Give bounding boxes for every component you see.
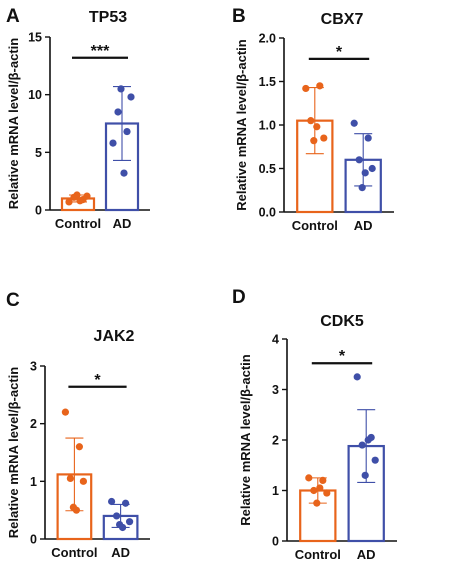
data-point-ad <box>361 169 369 177</box>
significance-label: * <box>94 372 101 389</box>
data-point-control <box>61 408 69 416</box>
y-tick-label: 0 <box>272 535 279 549</box>
y-tick-label: 3 <box>272 383 279 397</box>
data-point-ad <box>358 184 366 192</box>
y-tick-label: 4 <box>272 333 279 347</box>
data-point-ad <box>355 156 363 164</box>
y-axis-label: Relative mRNA level/β-actin <box>238 354 253 526</box>
panel-d: D CDK5 Relative mRNA level/β-actin 0 1 2 3 4 Con… <box>232 287 397 562</box>
data-point-ad <box>368 164 376 173</box>
x-tick-label: AD <box>357 547 376 562</box>
significance-label: * <box>336 44 343 61</box>
y-tick-label: 2.0 <box>259 32 276 46</box>
data-point-control <box>75 443 83 451</box>
data-point-control <box>302 84 310 93</box>
y-axis-label: Relative mRNA level/β-actin <box>234 39 249 211</box>
panel-a: A TP53 Relative mRNA level/β-actin 0 5 10 15 Co… <box>6 6 150 231</box>
data-point-ad <box>127 93 135 101</box>
y-tick-label: 3 <box>30 360 37 374</box>
y-tick-label: 10 <box>28 88 42 102</box>
data-point-ad <box>109 139 117 147</box>
data-point-ad <box>364 436 372 444</box>
y-tick-label: 0 <box>30 533 37 547</box>
data-point-control <box>76 197 84 205</box>
data-point-control <box>305 474 313 482</box>
x-tick-label: Control <box>51 545 97 560</box>
panel-letter: A <box>6 6 20 27</box>
y-tick-label: 1.0 <box>259 119 276 133</box>
data-point-ad <box>364 134 372 142</box>
data-point-control <box>72 506 80 514</box>
data-point-control <box>73 191 81 199</box>
data-point-ad <box>361 471 369 479</box>
data-point-ad <box>358 441 366 449</box>
significance-label: *** <box>91 43 110 60</box>
y-tick-label: 2 <box>272 434 279 448</box>
data-point-control <box>320 134 328 142</box>
x-tick-label: Control <box>292 218 338 233</box>
y-tick-label: 0 <box>35 204 42 218</box>
y-tick-label: 1 <box>272 484 279 498</box>
data-point-ad <box>113 512 121 520</box>
data-point-ad <box>119 523 127 532</box>
data-point-ad <box>353 373 361 381</box>
data-point-control <box>83 192 91 200</box>
data-point-ad <box>350 119 358 127</box>
data-point-ad <box>114 108 122 116</box>
data-point-ad <box>122 499 130 507</box>
panel-letter: B <box>232 6 246 27</box>
x-tick-label: Control <box>55 216 101 231</box>
y-tick-label: 15 <box>28 31 42 45</box>
panel-letter: C <box>6 290 20 311</box>
data-point-ad <box>120 169 128 177</box>
data-point-control <box>316 82 324 90</box>
chart-title: TP53 <box>89 9 127 26</box>
data-point-control <box>66 474 74 483</box>
data-point-ad <box>108 497 116 506</box>
data-point-ad <box>117 85 125 93</box>
data-point-ad <box>123 127 131 136</box>
data-point-control <box>313 123 321 131</box>
y-tick-label: 5 <box>35 146 42 160</box>
data-point-control <box>316 484 324 492</box>
panel-c: C JAK2 Relative mRNA level/β-actin 0 1 2 3 Cont… <box>6 290 150 560</box>
chart-title: CBX7 <box>321 11 364 28</box>
data-point-control <box>323 489 331 497</box>
data-point-control <box>310 137 318 145</box>
y-tick-label: 2 <box>30 417 37 431</box>
data-point-control <box>313 499 321 507</box>
y-tick-label: 0.0 <box>259 206 276 220</box>
y-axis-label: Relative mRNA level/β-actin <box>6 38 21 210</box>
data-point-control <box>319 476 327 484</box>
data-point-control <box>307 117 315 125</box>
chart-title: JAK2 <box>94 328 135 345</box>
y-tick-label: 1 <box>30 475 37 489</box>
x-tick-label: AD <box>354 218 373 233</box>
chart-title: CDK5 <box>320 313 364 330</box>
data-point-control <box>310 486 318 495</box>
data-point-ad <box>371 456 379 464</box>
data-point-control <box>79 477 87 485</box>
panel-b: B CBX7 Relative mRNA level/β-actin 0.0 0.5 1.… <box>232 6 394 233</box>
y-axis-label: Relative mRNA level/β-actin <box>6 367 21 539</box>
data-point-control <box>65 198 73 206</box>
significance-label: * <box>339 348 346 365</box>
y-tick-label: 0.5 <box>259 162 276 176</box>
y-tick-label: 1.5 <box>259 75 276 89</box>
x-tick-label: AD <box>113 216 132 231</box>
panel-letter: D <box>232 287 246 308</box>
x-tick-label: AD <box>111 545 130 560</box>
x-tick-label: Control <box>295 547 341 562</box>
data-point-ad <box>126 518 134 526</box>
